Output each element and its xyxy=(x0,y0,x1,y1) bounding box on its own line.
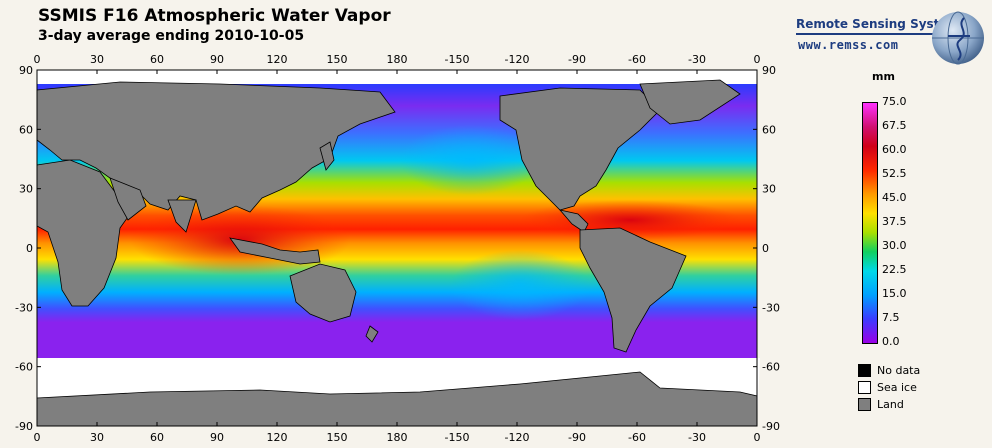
right-lat-label: -60 xyxy=(762,361,780,374)
bottom-lon-label: 0 xyxy=(34,431,41,444)
top-lon-label: -150 xyxy=(445,53,470,66)
bottom-lon-label: -150 xyxy=(445,431,470,444)
org-url[interactable]: www.remss.com xyxy=(798,38,899,52)
left-lat-label: -60 xyxy=(15,361,33,374)
top-lon-label: 90 xyxy=(210,53,224,66)
legend-swatch xyxy=(858,380,871,394)
colorbar-tick-label: 67.5 xyxy=(882,119,907,132)
map-title: SSMIS F16 Atmospheric Water Vapor xyxy=(38,6,391,26)
landmass-australia xyxy=(289,263,357,323)
colorbar-tick-label: 60.0 xyxy=(882,143,907,156)
top-lon-label: 180 xyxy=(387,53,408,66)
colorbar-tick-label: 37.5 xyxy=(882,215,907,228)
top-lon-label: 120 xyxy=(267,53,288,66)
bottom-lon-label: 180 xyxy=(387,431,408,444)
left-lat-label: 30 xyxy=(19,183,33,196)
colorbar-tick-label: 52.5 xyxy=(882,167,907,180)
top-lon-label: -120 xyxy=(505,53,530,66)
bottom-lon-label: 30 xyxy=(90,431,104,444)
dry-patch-south-pacific xyxy=(450,250,590,320)
top-lon-label: -60 xyxy=(628,53,646,66)
colorbar-tick-label: 45.0 xyxy=(882,191,907,204)
colorbar-unit: mm xyxy=(872,70,895,83)
colorbar-tick-label: 75.0 xyxy=(882,95,907,108)
left-lat-label: -90 xyxy=(15,420,33,433)
dry-patch-north-pacific xyxy=(400,125,540,195)
landmass-greenland xyxy=(639,79,741,125)
bottom-lon-label: 90 xyxy=(210,431,224,444)
top-lon-label: 30 xyxy=(90,53,104,66)
right-lat-label: -30 xyxy=(762,301,780,314)
left-lat-label: 60 xyxy=(19,123,33,136)
org-name[interactable]: Remote Sensing Systems xyxy=(796,17,968,31)
landmass-japan xyxy=(319,141,335,171)
left-lat-label: 0 xyxy=(26,242,33,255)
colorbar-tick-label: 7.5 xyxy=(882,311,900,324)
landmass-africa xyxy=(36,159,131,307)
warm-band-atlantic xyxy=(520,200,740,240)
top-lon-label: -90 xyxy=(568,53,586,66)
bottom-lon-label: -30 xyxy=(688,431,706,444)
left-lat-label: 90 xyxy=(19,64,33,77)
bottom-lon-label: 120 xyxy=(267,431,288,444)
colorbar-tick-label: 0.0 xyxy=(882,335,900,348)
globe-logo-icon xyxy=(932,11,984,65)
right-lat-label: 30 xyxy=(762,183,776,196)
landmass-new-zealand xyxy=(365,325,379,343)
colorbar-tick-label: 30.0 xyxy=(882,239,907,252)
legend-label: Land xyxy=(877,397,904,411)
bottom-lon-label: -90 xyxy=(568,431,586,444)
legend-item: No data xyxy=(858,363,920,377)
top-lon-label: 60 xyxy=(150,53,164,66)
right-lat-label: 90 xyxy=(762,64,776,77)
top-lon-label: -30 xyxy=(688,53,706,66)
org-divider xyxy=(796,33,951,35)
bottom-lon-label: -60 xyxy=(628,431,646,444)
right-lat-label: -90 xyxy=(762,420,780,433)
legend-label: No data xyxy=(877,363,921,377)
bottom-lon-label: -120 xyxy=(505,431,530,444)
landmass-arabia xyxy=(109,177,147,221)
left-lat-label: -30 xyxy=(15,301,33,314)
top-lon-label: 150 xyxy=(327,53,348,66)
landmass-central-america xyxy=(558,209,589,233)
map-subtitle: 3-day average ending 2010-10-05 xyxy=(38,28,305,44)
landmass-india xyxy=(167,199,197,233)
bottom-lon-label: 0 xyxy=(754,431,761,444)
legend-swatch xyxy=(858,397,871,411)
bottom-lon-label: 150 xyxy=(327,431,348,444)
legend-label: Sea ice xyxy=(877,380,917,394)
right-lat-label: 0 xyxy=(762,242,769,255)
bottom-lon-label: 60 xyxy=(150,431,164,444)
landmass-south-america xyxy=(579,227,687,353)
legend-item: Land xyxy=(858,397,904,411)
colorbar-tick-label: 22.5 xyxy=(882,263,907,276)
legend-item: Sea ice xyxy=(858,380,917,394)
top-lon-label: 0 xyxy=(754,53,761,66)
colorbar-tick-label: 15.0 xyxy=(882,287,907,300)
axis-ticks: 0 30 60 90 120 150 180 -150 -120 -90 -60 -30 0 0 30 60 9… xyxy=(15,53,780,444)
colorbar xyxy=(862,102,878,344)
legend-swatch xyxy=(858,363,871,377)
landmass-maritime-asia xyxy=(229,237,321,265)
right-lat-label: 60 xyxy=(762,123,776,136)
top-lon-label: 0 xyxy=(34,53,41,66)
